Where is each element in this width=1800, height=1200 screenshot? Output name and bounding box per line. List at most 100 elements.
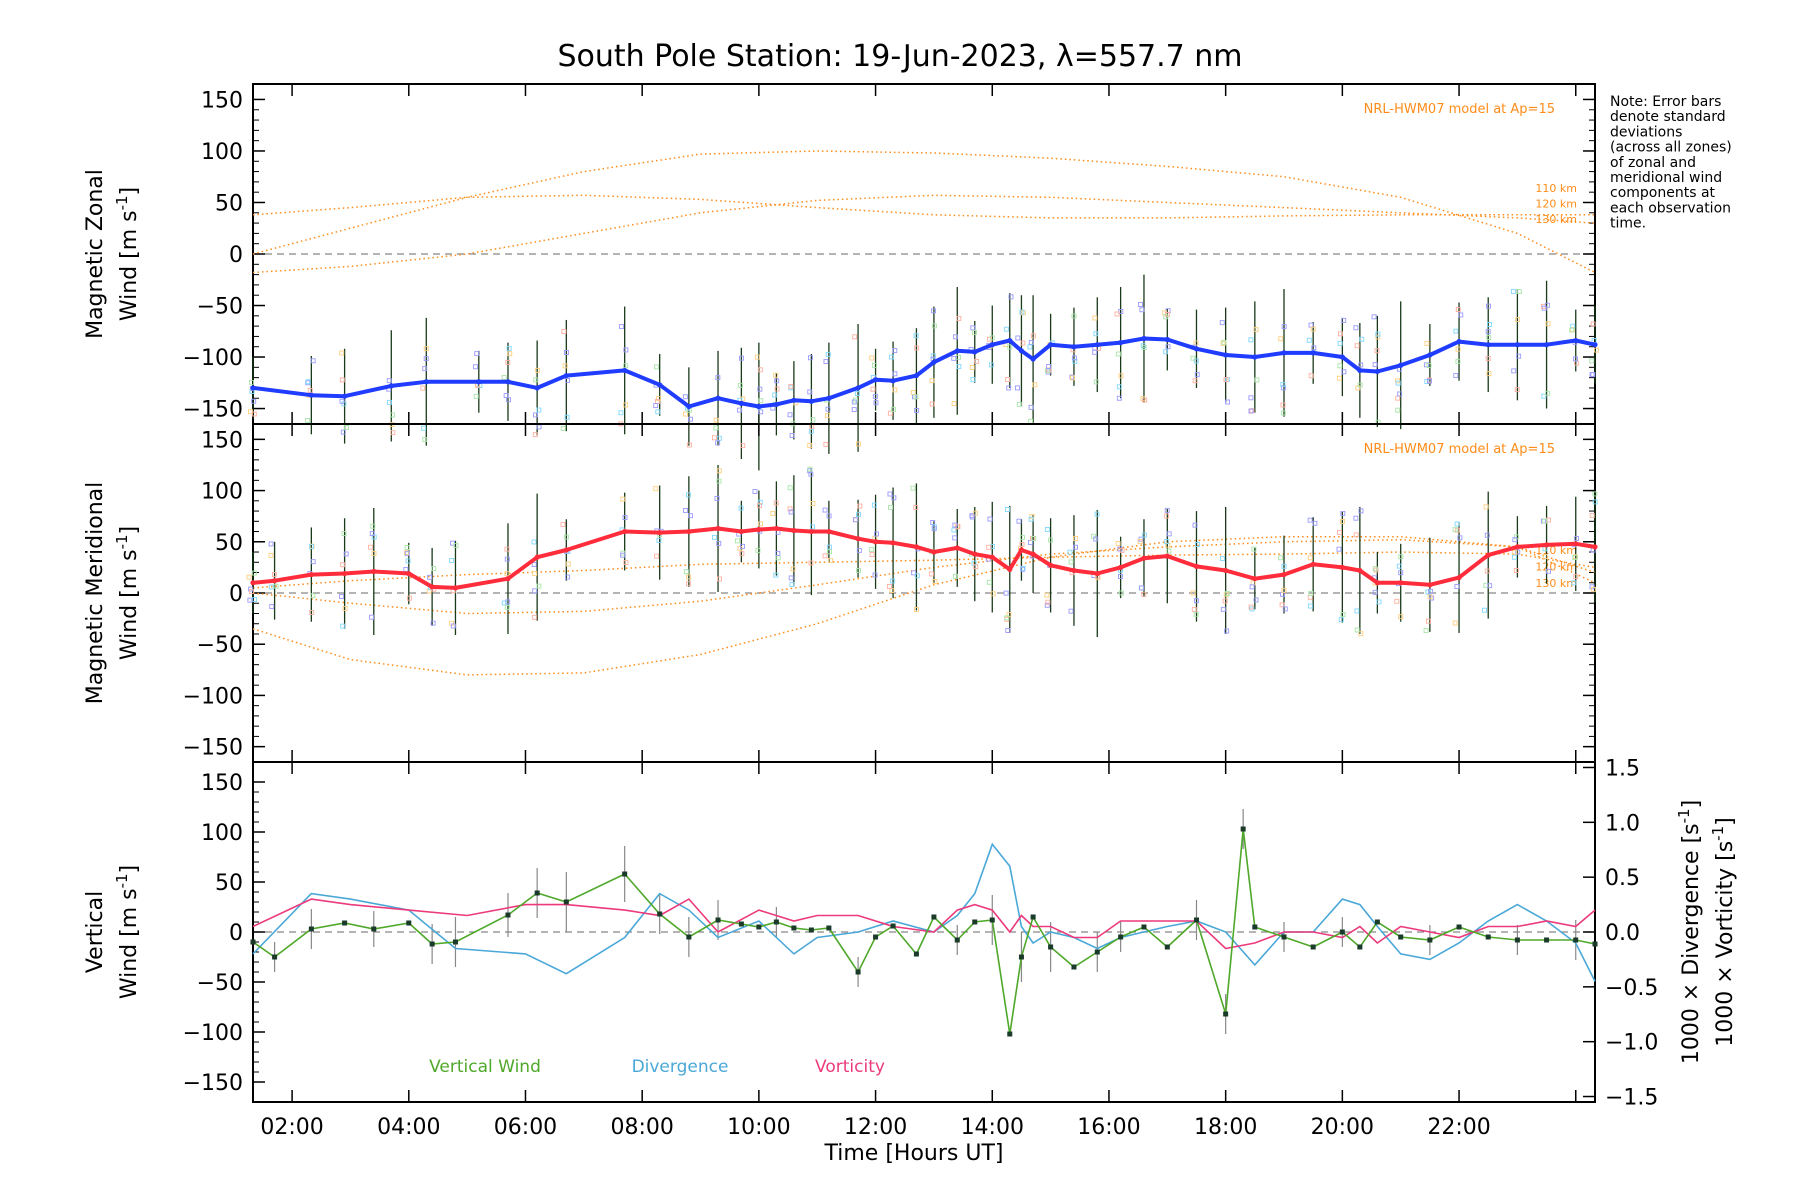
divergence-line: [252, 842, 1596, 982]
meridional-scatter-point: [735, 538, 740, 544]
vertical-wind-point: [1573, 937, 1579, 943]
note-line: components at: [1610, 185, 1716, 201]
zonal-model-label: NRL-HWM07 model at Ap=15: [1364, 102, 1555, 117]
zonal-wind-point: [1310, 350, 1316, 356]
meridional-wind-point: [1281, 571, 1287, 578]
meridional-scatter-point: [928, 571, 934, 577]
zonal-scatter-point: [536, 407, 542, 413]
meridional-scatter-point: [1340, 511, 1346, 516]
meridional-wind-point: [1398, 580, 1404, 586]
x-tick-label: 14:00: [961, 1115, 1024, 1140]
zonal-scatter-point: [808, 428, 814, 434]
zonal-scatter-point: [1375, 331, 1381, 337]
zonal-scatter-point: [1455, 307, 1461, 312]
zonal-scatter-point: [892, 371, 898, 377]
vertical-wind-point: [1339, 929, 1345, 935]
zonal-scatter-point: [1455, 358, 1461, 364]
zonal-scatter-point: [340, 429, 346, 435]
vertical-wind-point: [1094, 949, 1100, 955]
meridional-scatter-point: [1251, 546, 1257, 552]
meridional-scatter-point: [620, 496, 626, 502]
zonal-scatter-point: [1278, 336, 1284, 342]
meridional-wind-point: [1485, 552, 1491, 558]
meridional-wind-point: [1456, 575, 1462, 581]
vertical-ytick-label: 150: [201, 771, 243, 796]
meridional-scatter-point: [501, 600, 507, 606]
zonal-ytick-label: 150: [201, 88, 243, 113]
meridional-scatter-point: [1118, 573, 1123, 579]
meridional-scatter-point: [1016, 518, 1022, 524]
meridional-scatter-point: [683, 569, 689, 575]
meridional-scatter-point: [1592, 491, 1598, 497]
meridional-scatter-point: [826, 544, 832, 550]
meridional-scatter-point: [1484, 532, 1490, 538]
meridional-scatter-point: [1164, 539, 1170, 545]
note-line: deviations: [1610, 124, 1682, 140]
meridional-scatter-point: [1044, 602, 1050, 608]
zonal-scatter-point: [507, 351, 513, 357]
meridional-wind-point: [1514, 544, 1520, 550]
meridional-scatter-point: [808, 471, 814, 477]
meridional-scatter-point: [369, 614, 375, 620]
vertical-wind-point: [873, 934, 879, 940]
zonal-wind-point: [1223, 352, 1229, 358]
zonal-scatter-point: [869, 355, 875, 361]
zonal-scatter-point: [1280, 385, 1286, 391]
zonal-wind-point: [855, 385, 861, 391]
meridional-scatter-point: [711, 534, 717, 540]
meridional-scatter-point: [1220, 606, 1226, 612]
zonal-scatter-point: [1426, 363, 1432, 369]
zonal-scatter-point: [1458, 312, 1464, 318]
meridional-scatter-point: [1281, 587, 1287, 593]
zonal-ytick-label: 100: [201, 140, 243, 165]
zonal-wind-point: [872, 377, 879, 383]
zonal-scatter-point: [713, 425, 719, 431]
meridional-scatter-point: [1020, 565, 1026, 571]
zonal-scatter-point: [1071, 355, 1077, 361]
zonal-scatter-point: [1248, 408, 1254, 414]
meridional-wind-point: [773, 525, 779, 532]
zonal-scatter-point: [1486, 335, 1492, 340]
panel-zonal: −150 −100 −50 0 50 100 150 Magnetic Zonal Wind […: [83, 83, 1599, 471]
zonal-scatter-point: [1375, 334, 1381, 340]
meridional-scatter-point: [1307, 603, 1313, 609]
meridional-scatter-point: [716, 540, 722, 546]
zonal-wind-line: [252, 336, 1596, 409]
meridional-scatter-point: [1573, 574, 1579, 579]
zonal-scatter-point: [1395, 380, 1401, 386]
meridional-scatter-point: [1115, 541, 1121, 547]
zonal-wind-point: [534, 385, 540, 391]
zonal-scatter-point: [339, 350, 345, 356]
meridional-scatter-point: [1003, 590, 1009, 596]
zonal-wind-point: [989, 342, 995, 348]
zonal-scatter-point: [1485, 355, 1491, 361]
zonal-scatter-point: [1374, 348, 1380, 354]
zonal-scatter-point: [1027, 344, 1033, 350]
meridional-scatter-point: [1094, 511, 1100, 517]
vertical-ytick-label: −150: [183, 1071, 243, 1096]
meridional-scatter-point: [757, 499, 763, 505]
meridional-scatter-point: [775, 550, 781, 556]
meridional-wind-point: [1071, 567, 1077, 574]
meridional-scatter-point: [251, 570, 257, 576]
zonal-scatter-point: [1593, 347, 1599, 353]
vertical-wind-point: [657, 911, 663, 917]
meridional-scatter-point: [1005, 506, 1010, 512]
zonal-scatter-point: [564, 414, 570, 420]
zonal-scatter-point: [910, 390, 916, 395]
zonal-scatter-point: [1453, 328, 1459, 334]
meridional-scatter-point: [822, 507, 828, 513]
meridional-scatter-point: [1353, 532, 1359, 538]
zonal-wind-point: [1456, 338, 1462, 345]
meridional-wind-point: [756, 526, 762, 533]
zonal-scatter-point: [339, 377, 345, 383]
meridional-scatter-point: [504, 604, 510, 610]
zonal-ytick-label: −150: [183, 398, 243, 423]
meridional-scatter-point: [1338, 617, 1344, 623]
meridional-wind-point: [1018, 547, 1025, 553]
zonal-scatter-point: [772, 392, 778, 398]
note-line: meridional wind: [1610, 170, 1722, 186]
meridional-scatter-point: [1028, 516, 1034, 522]
meridional-scatter-point: [1048, 537, 1054, 543]
x-tick-label: 06:00: [494, 1115, 557, 1140]
